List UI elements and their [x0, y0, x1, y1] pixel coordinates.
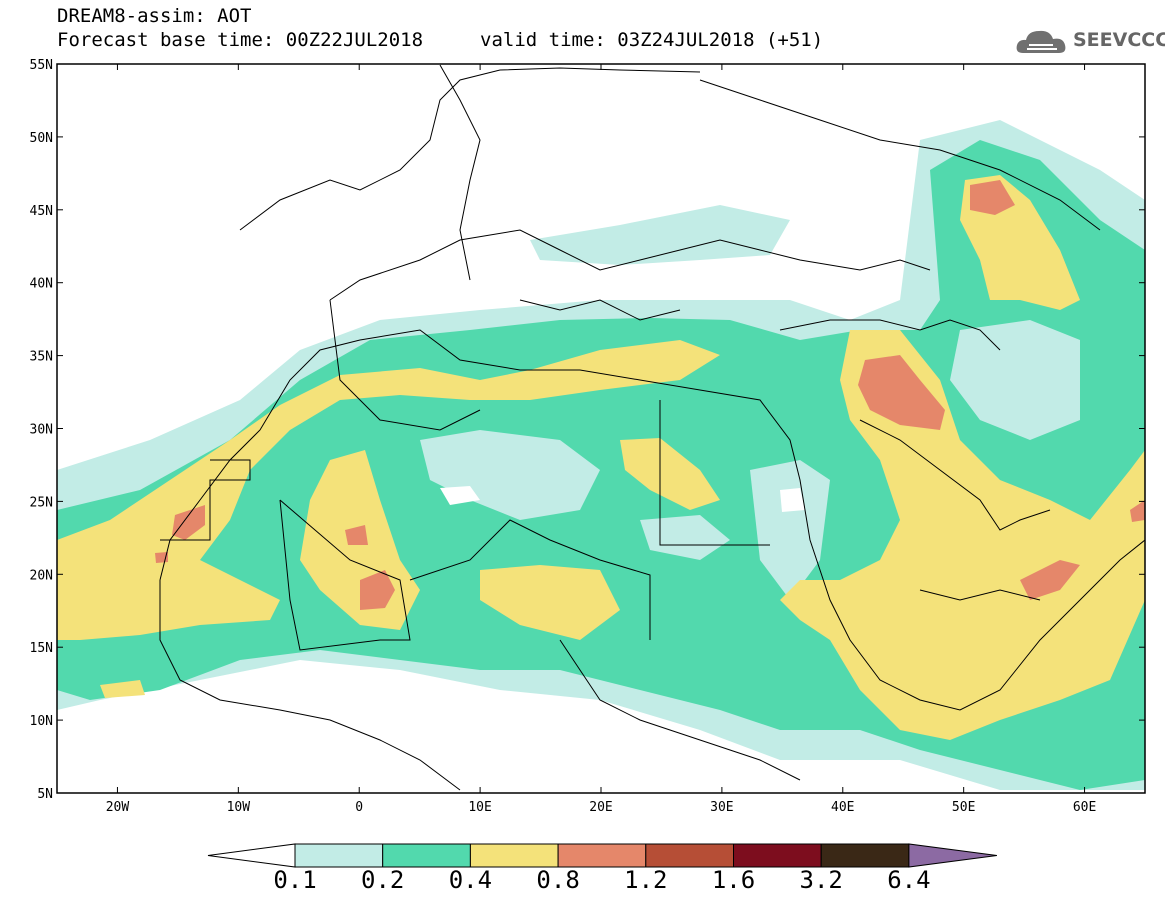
logo-text: SEEVCCC — [1073, 29, 1165, 51]
cloud-icon — [1016, 30, 1066, 53]
lon-tick-label: 0 — [355, 800, 363, 815]
lat-tick-label: 20N — [30, 568, 53, 583]
lat-tick-label: 55N — [30, 58, 53, 73]
lat-tick-label: 10N — [30, 714, 53, 729]
forecast-base-time: Forecast base time: 00Z22JUL2018 — [57, 29, 424, 51]
lon-tick-label: 40E — [831, 800, 854, 815]
colorbar-label: 1.6 — [711, 866, 756, 894]
lon-tick-label: 20W — [106, 800, 130, 815]
colorbar-label: 1.2 — [624, 866, 668, 894]
lat-tick-label: 35N — [30, 350, 53, 365]
lon-tick-label: 60E — [1073, 800, 1096, 815]
colorbar-swatch — [294, 843, 384, 868]
seevccc-logo: SEEVCCC — [1015, 25, 1165, 57]
colorbar-label: 3.2 — [799, 866, 843, 894]
aot-contour-0.8 — [858, 355, 945, 430]
colorbar-swatch — [733, 843, 822, 868]
aot-field — [57, 120, 1145, 790]
lat-tick-label: 5N — [37, 787, 53, 802]
colorbar-swatch — [469, 843, 559, 868]
colorbar-label: 6.4 — [887, 866, 931, 894]
lat-tick-label: 40N — [30, 277, 53, 292]
colorbar — [207, 843, 997, 868]
lon-tick-label: 10E — [468, 800, 491, 815]
lon-tick-label: 10W — [227, 800, 251, 815]
colorbar-under-arrow — [207, 843, 296, 868]
lat-tick-label: 45N — [30, 204, 53, 219]
valid-time: valid time: 03Z24JUL2018 (+51) — [480, 29, 824, 51]
lat-tick-label: 25N — [30, 495, 53, 510]
aot-contour-0.4 — [57, 340, 720, 640]
colorbar-swatch — [820, 843, 910, 868]
colorbar-label: 0.4 — [448, 866, 493, 894]
colorbar-label: 0.1 — [273, 866, 317, 894]
colorbar-swatch — [645, 843, 734, 868]
lon-tick-label: 50E — [952, 800, 975, 815]
coastlines — [159, 64, 1145, 791]
lat-tick-label: 50N — [30, 131, 53, 146]
colorbar-label: 0.2 — [361, 866, 405, 894]
lat-tick-label: 15N — [30, 641, 53, 656]
colorbar-over-arrow — [908, 843, 997, 868]
colorbar-swatch — [557, 843, 647, 868]
lat-tick-label: 30N — [30, 423, 53, 438]
colorbar-label: 0.8 — [536, 866, 580, 894]
map-title: DREAM8-assim: AOT — [57, 5, 252, 27]
axis-ticks: 55N 50N 45N 40N 35N 30N 25N 20N 15N 10N 5N 20W 10W 0 1… — [30, 58, 1145, 815]
lon-tick-label: 20E — [589, 800, 612, 815]
lon-tick-label: 30E — [710, 800, 733, 815]
colorbar-swatch — [382, 843, 471, 868]
